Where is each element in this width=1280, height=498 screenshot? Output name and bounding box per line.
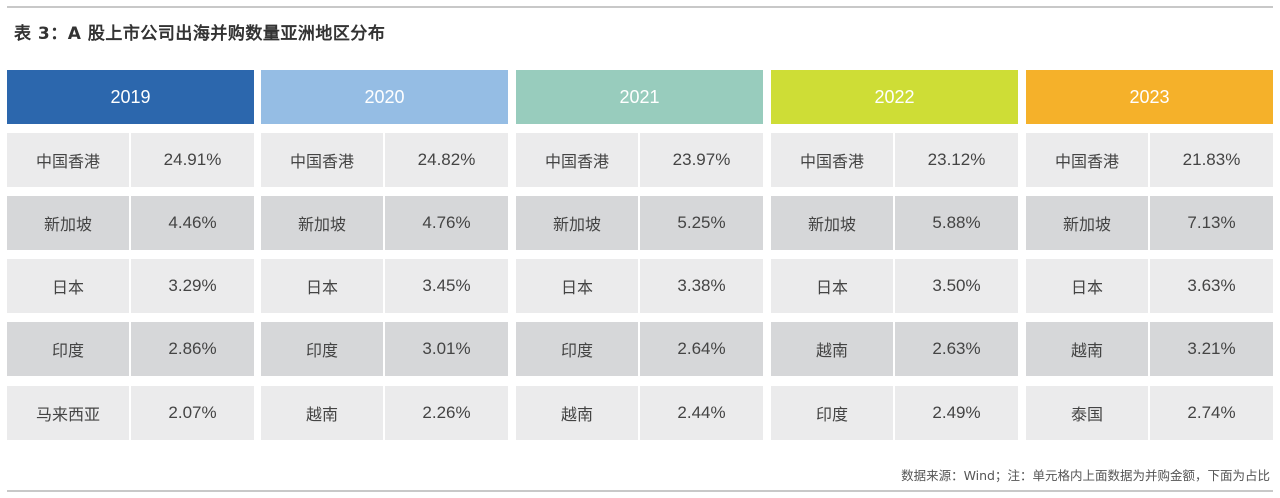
table-row: 新加坡 5.25%: [516, 196, 763, 250]
year-column-2022: 2022 中国香港 23.12% 新加坡 5.88% 日本 3.50% 越南 2…: [771, 70, 1018, 442]
table-row: 中国香港 23.12%: [771, 133, 1018, 187]
region-cell: 日本: [7, 259, 129, 313]
top-divider: [7, 6, 1273, 8]
table-row: 中国香港 24.82%: [261, 133, 508, 187]
year-header: 2023: [1026, 70, 1273, 124]
table-row: 中国香港 24.91%: [7, 133, 254, 187]
table-row: 新加坡 4.76%: [261, 196, 508, 250]
region-cell: 马来西亚: [7, 386, 129, 440]
share-cell: 23.97%: [640, 133, 763, 187]
share-cell: 2.64%: [640, 322, 763, 376]
share-cell: 3.01%: [385, 322, 508, 376]
share-cell: 7.13%: [1150, 196, 1273, 250]
region-cell: 越南: [261, 386, 383, 440]
region-cell: 新加坡: [516, 196, 638, 250]
share-cell: 5.25%: [640, 196, 763, 250]
region-table: 2019 中国香港 24.91% 新加坡 4.46% 日本 3.29% 印度 2…: [7, 70, 1273, 442]
table-row: 印度 3.01%: [261, 322, 508, 376]
region-cell: 日本: [1026, 259, 1148, 313]
share-cell: 3.45%: [385, 259, 508, 313]
table-row: 日本 3.63%: [1026, 259, 1273, 313]
year-column-2023: 2023 中国香港 21.83% 新加坡 7.13% 日本 3.63% 越南 3…: [1026, 70, 1273, 442]
bottom-divider: [7, 490, 1273, 492]
year-column-2019: 2019 中国香港 24.91% 新加坡 4.46% 日本 3.29% 印度 2…: [7, 70, 254, 442]
region-cell: 中国香港: [261, 133, 383, 187]
share-cell: 2.07%: [131, 386, 254, 440]
region-cell: 新加坡: [1026, 196, 1148, 250]
table-row: 印度 2.49%: [771, 386, 1018, 440]
table-row: 印度 2.86%: [7, 322, 254, 376]
share-cell: 21.83%: [1150, 133, 1273, 187]
region-cell: 印度: [261, 322, 383, 376]
table-row: 越南 2.26%: [261, 386, 508, 440]
region-cell: 越南: [771, 322, 893, 376]
year-header: 2022: [771, 70, 1018, 124]
share-cell: 3.50%: [895, 259, 1018, 313]
table-row: 中国香港 21.83%: [1026, 133, 1273, 187]
table-row: 新加坡 4.46%: [7, 196, 254, 250]
share-cell: 2.86%: [131, 322, 254, 376]
share-cell: 23.12%: [895, 133, 1018, 187]
table-row: 新加坡 5.88%: [771, 196, 1018, 250]
share-cell: 3.21%: [1150, 322, 1273, 376]
table-row: 越南 2.63%: [771, 322, 1018, 376]
table-title: 表 3：A 股上市公司出海并购数量亚洲地区分布: [14, 24, 386, 44]
table-row: 日本 3.45%: [261, 259, 508, 313]
share-cell: 2.49%: [895, 386, 1018, 440]
share-cell: 4.76%: [385, 196, 508, 250]
region-cell: 越南: [1026, 322, 1148, 376]
year-header: 2019: [7, 70, 254, 124]
source-note: 数据来源：Wind；注：单元格内上面数据为并购金额，下面为占比: [901, 468, 1270, 483]
region-cell: 中国香港: [771, 133, 893, 187]
region-cell: 印度: [516, 322, 638, 376]
table-row: 日本 3.29%: [7, 259, 254, 313]
table-row: 印度 2.64%: [516, 322, 763, 376]
table-row: 马来西亚 2.07%: [7, 386, 254, 440]
year-column-2020: 2020 中国香港 24.82% 新加坡 4.76% 日本 3.45% 印度 3…: [261, 70, 508, 442]
region-cell: 新加坡: [261, 196, 383, 250]
table-row: 泰国 2.74%: [1026, 386, 1273, 440]
table-row: 越南 3.21%: [1026, 322, 1273, 376]
share-cell: 2.44%: [640, 386, 763, 440]
region-cell: 新加坡: [7, 196, 129, 250]
share-cell: 2.63%: [895, 322, 1018, 376]
table-row: 日本 3.50%: [771, 259, 1018, 313]
year-column-2021: 2021 中国香港 23.97% 新加坡 5.25% 日本 3.38% 印度 2…: [516, 70, 763, 442]
region-cell: 日本: [771, 259, 893, 313]
share-cell: 2.74%: [1150, 386, 1273, 440]
table-row: 中国香港 23.97%: [516, 133, 763, 187]
table-row: 越南 2.44%: [516, 386, 763, 440]
region-cell: 印度: [7, 322, 129, 376]
region-cell: 日本: [516, 259, 638, 313]
region-cell: 中国香港: [1026, 133, 1148, 187]
share-cell: 4.46%: [131, 196, 254, 250]
table-row: 新加坡 7.13%: [1026, 196, 1273, 250]
year-header: 2020: [261, 70, 508, 124]
share-cell: 2.26%: [385, 386, 508, 440]
region-cell: 越南: [516, 386, 638, 440]
share-cell: 24.82%: [385, 133, 508, 187]
region-cell: 中国香港: [516, 133, 638, 187]
share-cell: 3.29%: [131, 259, 254, 313]
table-row: 日本 3.38%: [516, 259, 763, 313]
share-cell: 3.63%: [1150, 259, 1273, 313]
region-cell: 印度: [771, 386, 893, 440]
region-cell: 泰国: [1026, 386, 1148, 440]
share-cell: 24.91%: [131, 133, 254, 187]
share-cell: 3.38%: [640, 259, 763, 313]
region-cell: 中国香港: [7, 133, 129, 187]
region-cell: 日本: [261, 259, 383, 313]
year-header: 2021: [516, 70, 763, 124]
share-cell: 5.88%: [895, 196, 1018, 250]
region-cell: 新加坡: [771, 196, 893, 250]
